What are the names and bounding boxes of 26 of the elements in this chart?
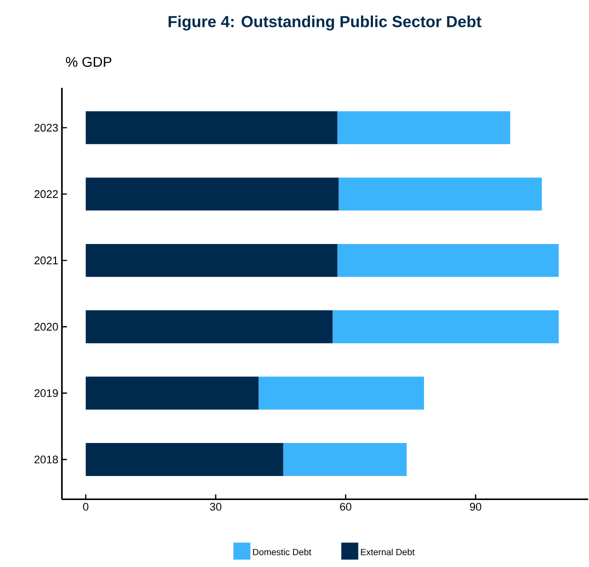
bar [337,244,559,277]
y-tick-label: 2023 [34,124,58,132]
y-tick-label: 2021 [34,256,58,264]
y-axis-title: % GDP [66,56,112,67]
y-tick-label: 2022 [34,190,58,198]
x-tick-label: 30 [210,502,222,511]
bar [337,111,510,144]
y-tick-label: 2018 [34,456,58,464]
bar [86,376,259,410]
bar [86,177,339,210]
bar [86,244,338,277]
bar [283,442,407,476]
x-tick-label: 60 [340,502,352,511]
x-tick-label: 90 [470,502,482,511]
bar [86,111,338,144]
y-tick-label: 2019 [34,389,58,397]
chart-title: Figure 4: Outstanding Public Sector Debt [168,15,482,30]
bar [86,442,284,476]
legend-label: Domestic Debt [253,548,312,556]
bar [86,310,333,344]
bar [258,376,424,410]
bar [338,177,542,210]
legend-label: External Debt [360,548,415,556]
x-tick-label: 0 [83,502,88,511]
y-tick-label: 2020 [34,322,58,331]
bar [332,310,559,344]
